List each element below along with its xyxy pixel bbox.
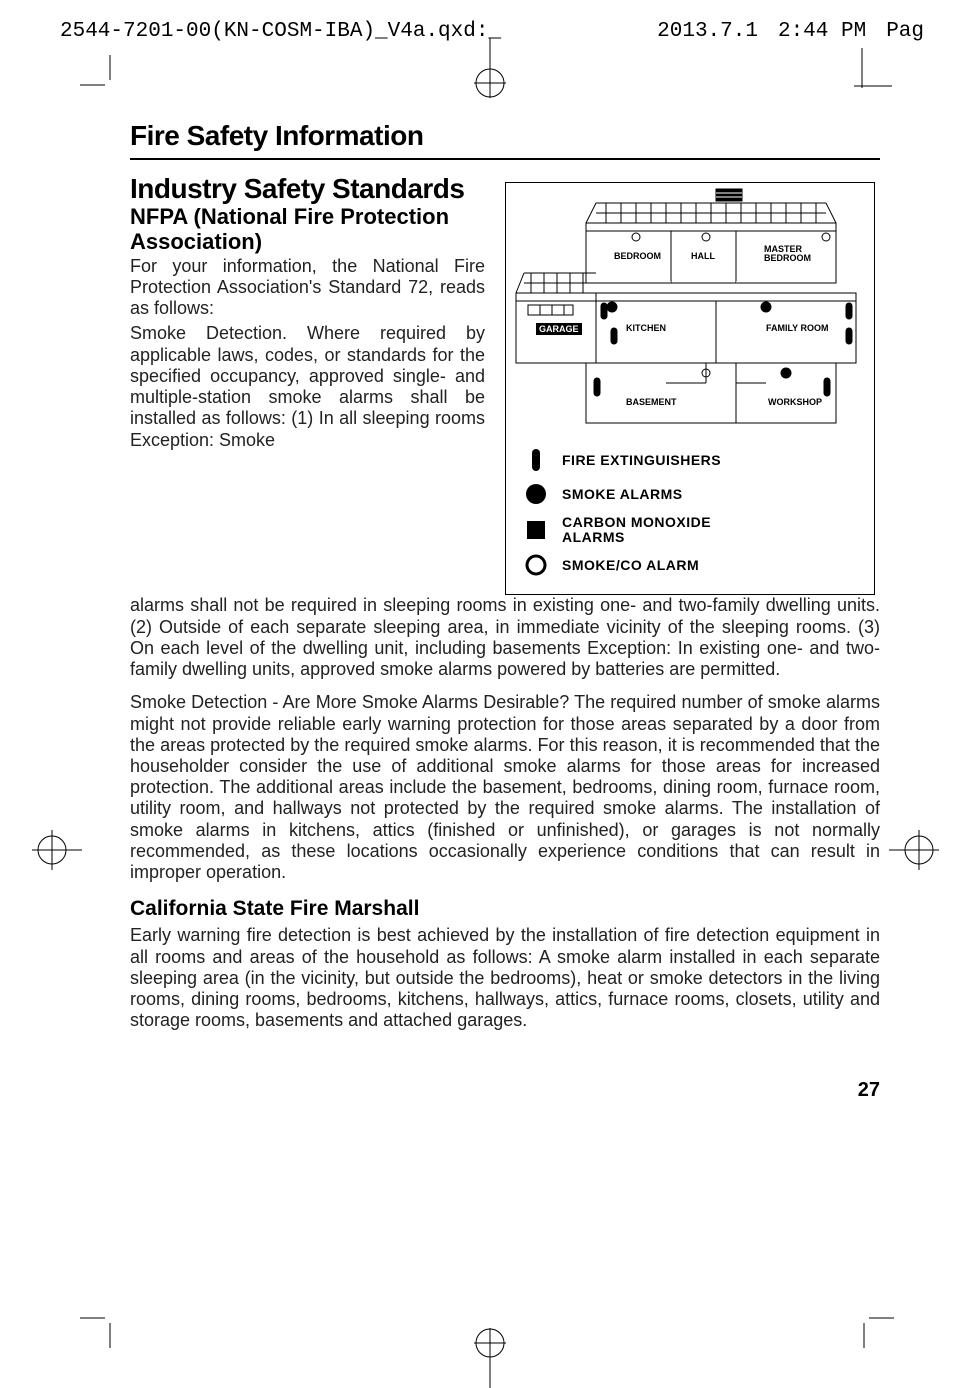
registration-top	[460, 38, 520, 108]
right-column: BEDROOM HALL MASTERBEDROOM GARAGE KITCHE…	[505, 174, 880, 595]
filename: 2544-7201-00(KN-COSM-IBA)_V4a.qxd:_	[60, 20, 501, 43]
california-heading: California State Fire Marshall	[130, 897, 880, 921]
crop-mark-bottom-right	[854, 1308, 894, 1348]
crop-mark-top-right	[854, 48, 894, 88]
print-time: 2:44 PM	[778, 20, 866, 43]
paragraph-1: For your information, the National Fire …	[130, 256, 485, 320]
two-column-layout: Industry Safety Standards NFPA (National…	[130, 174, 880, 595]
room-label-workshop: WORKSHOP	[768, 397, 822, 407]
section-divider	[130, 158, 880, 160]
left-column: Industry Safety Standards NFPA (National…	[130, 174, 485, 595]
registration-right	[889, 820, 949, 880]
room-label-hall: HALL	[691, 251, 715, 261]
fire-extinguisher-icon	[524, 447, 548, 473]
registration-bottom	[460, 1318, 520, 1388]
room-label-garage: GARAGE	[536, 323, 582, 335]
legend-fire-extinguisher: FIRE EXTINGUISHERS	[524, 447, 856, 473]
page-content: Fire Safety Information Industry Safety …	[130, 120, 880, 1032]
nfpa-heading: NFPA (National Fire Protection Associati…	[130, 205, 485, 253]
paragraph-5: Early warning fire detection is best ach…	[130, 925, 880, 1031]
room-label-master: MASTERBEDROOM	[764, 245, 811, 263]
crop-mark-top-left	[80, 55, 120, 95]
paragraph-2: Smoke Detection. Where required by appli…	[130, 323, 485, 450]
main-heading: Industry Safety Standards	[130, 174, 485, 203]
legend-label-fire-ext: FIRE EXTINGUISHERS	[562, 452, 721, 468]
legend-co-alarm: CARBON MONOXIDE ALARMS	[524, 515, 856, 544]
smoke-co-icon	[524, 554, 548, 576]
legend-co-line1: CARBON MONOXIDE	[562, 514, 711, 530]
page-label: Pag	[886, 20, 924, 43]
room-label-bedroom: BEDROOM	[614, 251, 661, 261]
section-title: Fire Safety Information	[130, 120, 880, 152]
co-alarm-icon	[524, 520, 548, 540]
legend-label-smoke: SMOKE ALARMS	[562, 486, 683, 502]
legend-label-smoke-co: SMOKE/CO ALARM	[562, 557, 699, 573]
room-label-basement: BASEMENT	[626, 397, 677, 407]
room-label-kitchen: KITCHEN	[626, 323, 666, 333]
legend-smoke-co: SMOKE/CO ALARM	[524, 554, 856, 576]
print-date: 2013.7.1	[657, 20, 758, 43]
registration-left	[22, 820, 82, 880]
page-number: 27	[858, 1079, 880, 1102]
paragraph-4: Smoke Detection - Are More Smoke Alarms …	[130, 692, 880, 883]
legend-label-co: CARBON MONOXIDE ALARMS	[562, 515, 711, 544]
crop-mark-bottom-left	[80, 1308, 120, 1348]
legend-co-line2: ALARMS	[562, 529, 625, 545]
floorplan-diagram: BEDROOM HALL MASTERBEDROOM GARAGE KITCHE…	[505, 182, 875, 595]
room-label-family: FAMILY ROOM	[766, 323, 829, 333]
floorplan-legend: FIRE EXTINGUISHERS SMOKE ALARMS CAR	[506, 433, 874, 594]
smoke-alarm-icon	[524, 483, 548, 505]
paragraph-3: alarms shall not be required in sleeping…	[130, 595, 880, 680]
floorplan-rooms: BEDROOM HALL MASTERBEDROOM GARAGE KITCHE…	[506, 183, 874, 433]
legend-smoke-alarm: SMOKE ALARMS	[524, 483, 856, 505]
